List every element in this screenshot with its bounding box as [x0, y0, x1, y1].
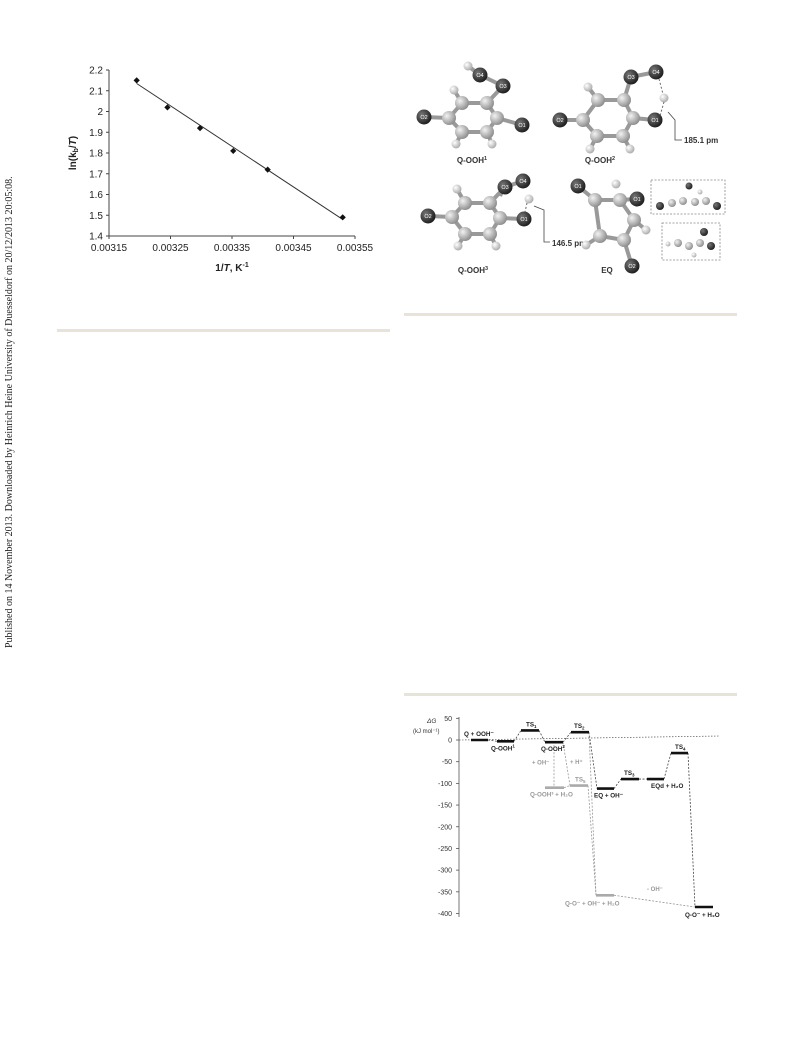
connector: [588, 732, 597, 896]
svg-text:O1: O1: [518, 123, 525, 129]
distance-185: 185.1 pm: [684, 136, 718, 145]
label-q-ooh1: Q-OOH1: [457, 156, 487, 165]
fit-line: [136, 83, 343, 220]
level-label: Q-O⁻ + OH⁻ + H₂O: [565, 900, 620, 907]
connector: [613, 778, 622, 789]
level-label: EQd + H₂O: [651, 783, 683, 790]
y-tick-label: -50: [442, 759, 452, 766]
x-axis-label: 1/T, K-1: [215, 262, 249, 274]
level-label: Q + OOH⁻: [464, 731, 494, 738]
connector: [587, 785, 597, 896]
connector: [613, 894, 696, 908]
x-tick-label: 0.00315: [91, 243, 128, 254]
svg-text:O3: O3: [499, 84, 506, 90]
y-tick-label: -400: [438, 911, 452, 918]
y-tick-label: 2.2: [89, 66, 103, 77]
svg-text:O1: O1: [520, 217, 527, 223]
y-axis-symbol: ΔG: [426, 718, 436, 725]
inset-side-view-2: [661, 222, 721, 261]
level-label: TS4: [675, 744, 686, 752]
label-q-ooh3: Q-OOH3: [458, 266, 488, 275]
level-label: Q-O⁻ + H₂O: [685, 912, 720, 919]
divider-left: [57, 329, 390, 332]
connector: [663, 752, 672, 780]
y-tick-label: -300: [438, 868, 452, 875]
label-eq: EQ: [601, 266, 613, 275]
level-label: Q-OOH1: [491, 743, 515, 752]
y-tick-label: -350: [438, 889, 452, 896]
y-tick-label: 1.6: [89, 190, 103, 201]
connector: [487, 739, 498, 742]
svg-text:O4: O4: [652, 70, 659, 76]
svg-text:O3: O3: [501, 185, 508, 191]
svg-text:O2: O2: [420, 115, 427, 121]
data-point: [339, 214, 346, 221]
connector: [562, 731, 572, 743]
y-tick-label: -100: [438, 781, 452, 788]
x-tick-label: 0.00325: [152, 243, 189, 254]
y-tick-label: 1.7: [89, 169, 103, 180]
divider-right-top: [404, 313, 737, 316]
y-tick-label: 2.1: [89, 86, 103, 97]
svg-text:O2: O2: [628, 264, 635, 270]
svg-text:O2: O2: [424, 214, 431, 220]
y-tick-label: 0: [448, 738, 452, 745]
connector: [687, 752, 696, 908]
svg-text:O3: O3: [627, 75, 634, 81]
y-tick-label: 2: [97, 107, 103, 118]
molecule-q-ooh2: [560, 70, 657, 150]
data-point: [264, 166, 271, 173]
y-tick-label: -150: [438, 803, 452, 810]
molecule-q-ooh1: [423, 64, 523, 145]
connector: [513, 730, 522, 742]
level-label: TS1: [526, 721, 537, 729]
y-tick-label: 50: [444, 716, 452, 723]
y-axis-units: (kJ mol⁻¹): [413, 729, 440, 735]
connector: [538, 730, 546, 743]
inset-side-view-1: [650, 179, 726, 215]
x-tick-label: 0.00345: [275, 243, 312, 254]
publication-note: Published on 14 November 2013. Downloade…: [4, 176, 15, 648]
data-point: [230, 147, 237, 155]
y-tick-label: -250: [438, 846, 452, 853]
y-tick-label: -200: [438, 824, 452, 831]
x-tick-label: 0.00355: [337, 243, 374, 254]
level-label: EQ + OH⁻: [594, 793, 623, 800]
level-label: TS5: [575, 777, 586, 785]
svg-text:O4: O4: [519, 179, 526, 185]
eyring-chart: 1.4 1.5 1.6 1.7 1.8 1.9 2 2.1 2.2 0.00315 0.00325 0…: [68, 66, 374, 275]
svg-text:O2: O2: [556, 118, 563, 124]
annotation: + OH⁻: [532, 761, 549, 767]
y-tick-label: 1.5: [89, 211, 103, 222]
y-tick-label: 1.8: [89, 149, 103, 160]
side-note: Published on 14 November 2013. Downloade…: [4, 0, 22, 660]
divider-right-bottom: [404, 693, 737, 696]
connector: [588, 732, 598, 789]
x-tick-label: 0.00335: [214, 243, 251, 254]
data-point: [133, 77, 140, 84]
label-q-ooh2: Q-OOH2: [585, 156, 615, 165]
svg-text:O1: O1: [633, 197, 640, 203]
level-label: TS3: [624, 770, 635, 778]
y-axis-label: ln(kb/T): [68, 136, 80, 170]
data-point: [164, 104, 171, 111]
svg-text:O1: O1: [574, 184, 581, 190]
y-tick-label: 1.9: [89, 128, 103, 139]
distance-146: 146.5 pm: [552, 239, 586, 248]
level-label: TS2: [574, 723, 585, 731]
connector: [563, 785, 571, 789]
level-label: Q-OOH2: [541, 744, 565, 753]
level-label: Q-OOH³ + H₂O: [530, 792, 573, 799]
annotation: - OH⁻: [647, 887, 663, 893]
annotation: + H⁺: [570, 759, 583, 766]
connector: [562, 742, 571, 786]
y-tick-label: 1.4: [89, 232, 103, 243]
energy-profile-chart: ΔG (kJ mol⁻¹) 50 0 -50 -100 -150 -200 -250 -300…: [413, 716, 721, 919]
molecular-structures: O2 O1 O3 O4 Q-OOH1 O2 O1 O3 O4 185.1 pm …: [416, 61, 726, 275]
svg-text:O1: O1: [651, 118, 658, 124]
svg-text:O4: O4: [476, 73, 483, 79]
data-point: [196, 124, 204, 132]
